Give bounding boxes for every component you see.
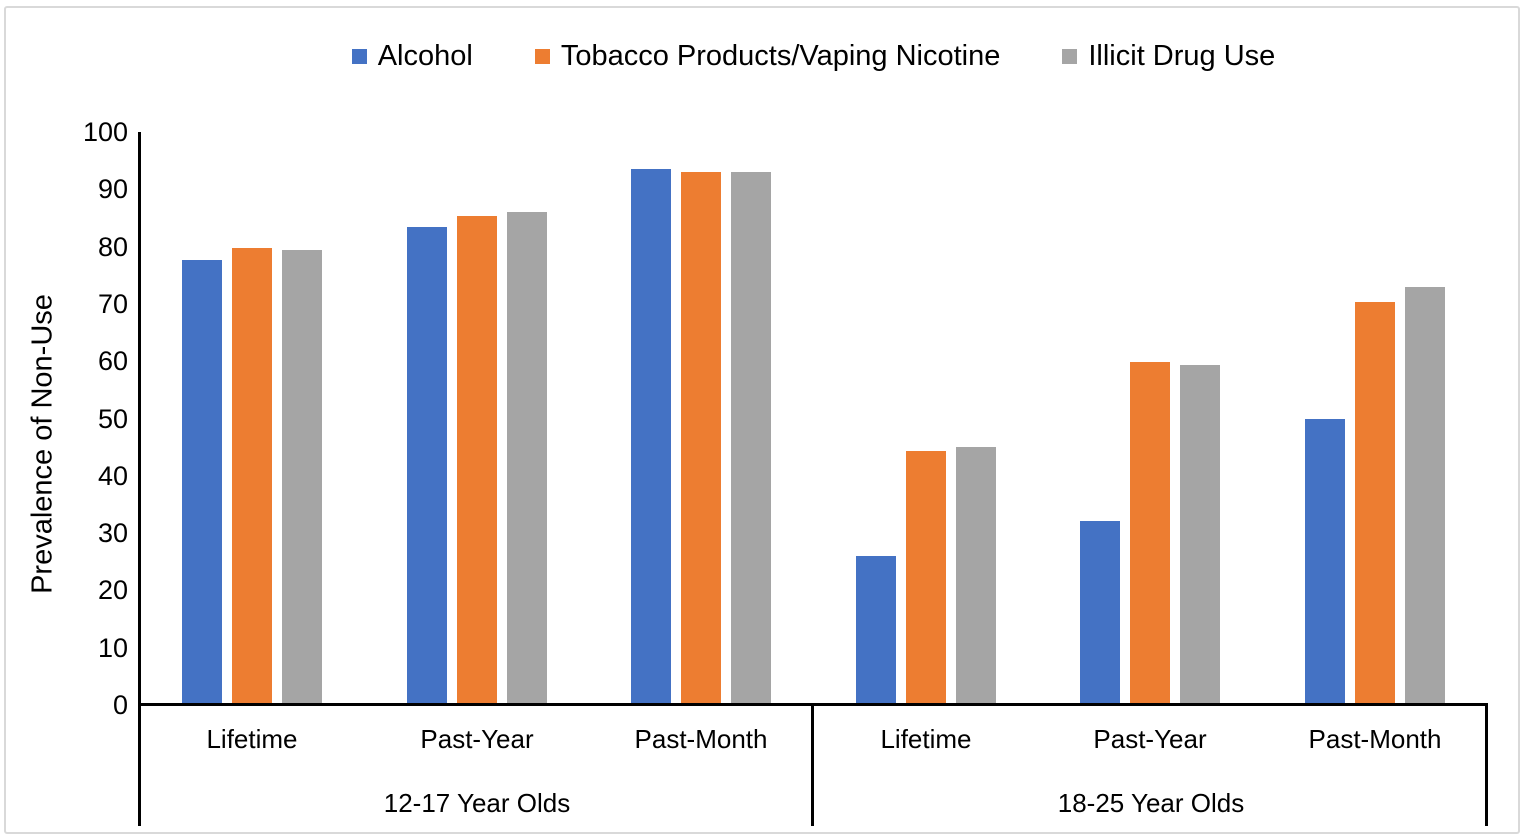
y-tick-label: 20 — [97, 575, 128, 606]
bar-alcohol-18-25-lifetime — [856, 556, 896, 704]
legend-item-tobacco-vaping: Tobacco Products/Vaping Nicotine — [534, 36, 1001, 76]
bar-tobacco-vaping-12-17-past-month — [681, 172, 721, 704]
bar-illicit-drug-18-25-past-year — [1180, 365, 1220, 704]
category-label: Past-Month — [634, 724, 768, 754]
bar-alcohol-12-17-past-month — [631, 169, 671, 704]
y-tick-label: 0 — [112, 690, 128, 720]
y-tick-label: 60 — [97, 346, 128, 377]
category-label: Past-Month — [1308, 724, 1442, 754]
legend-label: Alcohol — [377, 40, 473, 72]
bar-alcohol-12-17-lifetime — [182, 260, 222, 704]
bar-alcohol-12-17-past-year — [407, 227, 447, 704]
y-tick-label: 70 — [97, 288, 128, 319]
bar-illicit-drug-18-25-lifetime — [956, 447, 996, 704]
category-label: Lifetime — [206, 724, 298, 754]
bar-alcohol-18-25-past-month — [1305, 419, 1345, 704]
legend-swatch-icon — [351, 48, 367, 64]
category-label: Past-Year — [1093, 724, 1207, 754]
legend-label: Illicit Drug Use — [1088, 40, 1276, 72]
y-tick-label: 50 — [97, 403, 128, 434]
y-axis-line — [138, 132, 141, 826]
y-tick-label: 40 — [97, 460, 128, 491]
legend-swatch-icon — [534, 48, 550, 64]
y-tick-label: 100 — [82, 117, 128, 147]
legend-swatch-icon — [1062, 48, 1078, 64]
group-divider-line — [811, 703, 814, 826]
y-tick-label: 90 — [97, 174, 128, 205]
group-label: 18-25 Year Olds — [1057, 788, 1245, 818]
bar-tobacco-vaping-12-17-past-year — [457, 216, 497, 704]
y-tick-label: 10 — [97, 632, 128, 663]
legend-item-illicit-drug: Illicit Drug Use — [1062, 36, 1275, 76]
legend-label: Tobacco Products/Vaping Nicotine — [560, 40, 1001, 72]
category-label: Past-Year — [420, 724, 534, 754]
bar-alcohol-18-25-past-year — [1080, 521, 1120, 704]
y-tick-label: 80 — [97, 231, 128, 262]
chart-legend: Alcohol Tobacco Products/Vaping Nicotine I… — [140, 36, 1487, 76]
bar-illicit-drug-12-17-lifetime — [282, 250, 322, 704]
bar-tobacco-vaping-18-25-past-month — [1355, 302, 1395, 704]
bar-illicit-drug-12-17-past-month — [731, 172, 771, 704]
category-label: Lifetime — [880, 724, 972, 754]
y-tick-label: 30 — [97, 518, 128, 549]
bar-illicit-drug-18-25-past-month — [1405, 287, 1445, 704]
bar-tobacco-vaping-18-25-past-year — [1130, 362, 1170, 704]
axis-right-border-line — [1485, 703, 1488, 826]
legend-item-alcohol: Alcohol — [351, 36, 473, 76]
bar-tobacco-vaping-18-25-lifetime — [906, 451, 946, 704]
group-label: 12-17 Year Olds — [383, 788, 571, 818]
bar-illicit-drug-12-17-past-year — [507, 212, 547, 704]
bar-tobacco-vaping-12-17-lifetime — [232, 248, 272, 704]
